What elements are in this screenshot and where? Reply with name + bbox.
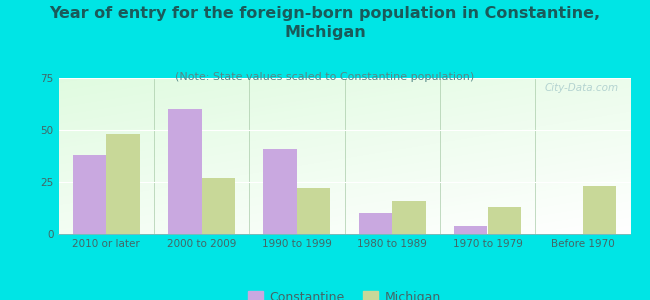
Bar xyxy=(297,188,330,234)
Bar xyxy=(202,178,235,234)
Bar xyxy=(583,186,616,234)
Bar xyxy=(392,201,426,234)
Bar xyxy=(359,213,392,234)
Legend: Constantine, Michigan: Constantine, Michigan xyxy=(243,286,446,300)
Bar xyxy=(454,226,488,234)
Bar xyxy=(263,149,297,234)
Bar xyxy=(73,155,106,234)
Text: (Note: State values scaled to Constantine population): (Note: State values scaled to Constantin… xyxy=(176,72,474,82)
Text: Year of entry for the foreign-born population in Constantine,
Michigan: Year of entry for the foreign-born popul… xyxy=(49,6,601,40)
Bar xyxy=(488,207,521,234)
Bar xyxy=(168,109,202,234)
Bar xyxy=(106,134,140,234)
Text: City-Data.com: City-Data.com xyxy=(545,83,619,93)
